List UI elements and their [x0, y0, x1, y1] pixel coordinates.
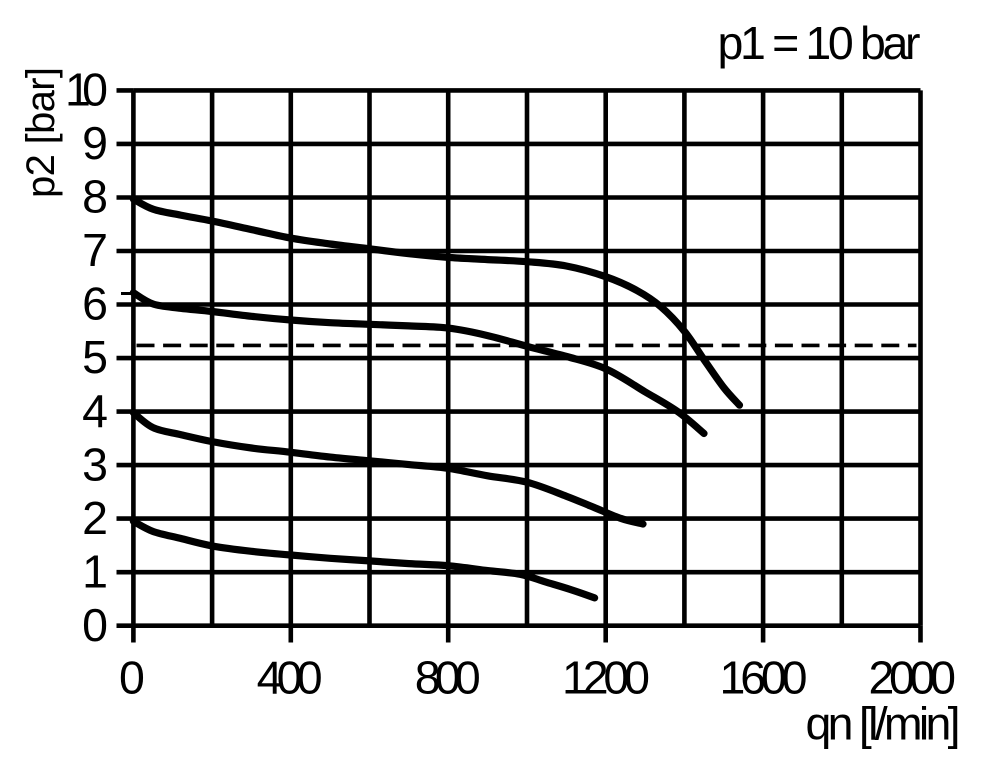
svg-text:6: 6 — [82, 278, 108, 330]
svg-text:0: 0 — [82, 599, 108, 651]
svg-text:10: 10 — [65, 64, 108, 116]
svg-text:p1 = 10 bar: p1 = 10 bar — [718, 17, 921, 69]
svg-text:8: 8 — [82, 171, 108, 223]
svg-text:1200: 1200 — [562, 652, 650, 704]
svg-text:2: 2 — [82, 492, 108, 544]
svg-text:9: 9 — [82, 117, 108, 169]
svg-text:400: 400 — [257, 652, 323, 704]
svg-text:5: 5 — [82, 331, 108, 383]
svg-text:4: 4 — [82, 385, 108, 437]
svg-text:2000: 2000 — [868, 652, 956, 704]
svg-text:0: 0 — [119, 652, 145, 704]
svg-text:7: 7 — [82, 224, 108, 276]
svg-text:800: 800 — [415, 652, 481, 704]
svg-text:p2 [bar]: p2 [bar] — [19, 67, 63, 198]
svg-text:1: 1 — [82, 545, 108, 597]
svg-text:1600: 1600 — [720, 652, 808, 704]
svg-text:3: 3 — [82, 438, 108, 490]
svg-text:qn [l/min]: qn [l/min] — [806, 698, 961, 750]
